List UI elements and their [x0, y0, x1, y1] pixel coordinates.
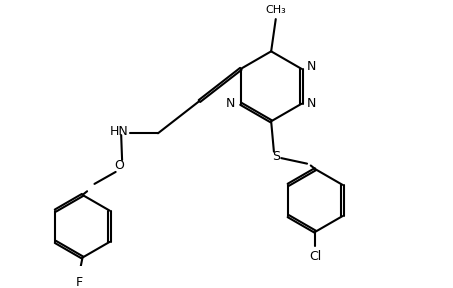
Text: S: S: [272, 150, 280, 163]
Text: CH₃: CH₃: [265, 5, 286, 16]
Text: O: O: [115, 159, 124, 172]
Text: HN: HN: [110, 125, 129, 138]
Text: N: N: [226, 97, 235, 110]
Text: Cl: Cl: [309, 250, 322, 263]
Text: N: N: [307, 97, 316, 110]
Text: F: F: [76, 276, 83, 288]
Text: N: N: [307, 60, 316, 73]
